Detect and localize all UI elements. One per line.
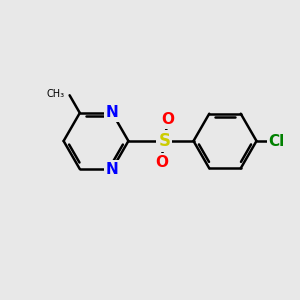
Text: Cl: Cl <box>268 134 285 148</box>
Text: O: O <box>161 112 174 127</box>
Text: S: S <box>158 132 170 150</box>
Text: N: N <box>106 105 118 120</box>
Text: CH₃: CH₃ <box>46 89 64 99</box>
Text: N: N <box>106 162 118 177</box>
Text: O: O <box>155 155 168 170</box>
